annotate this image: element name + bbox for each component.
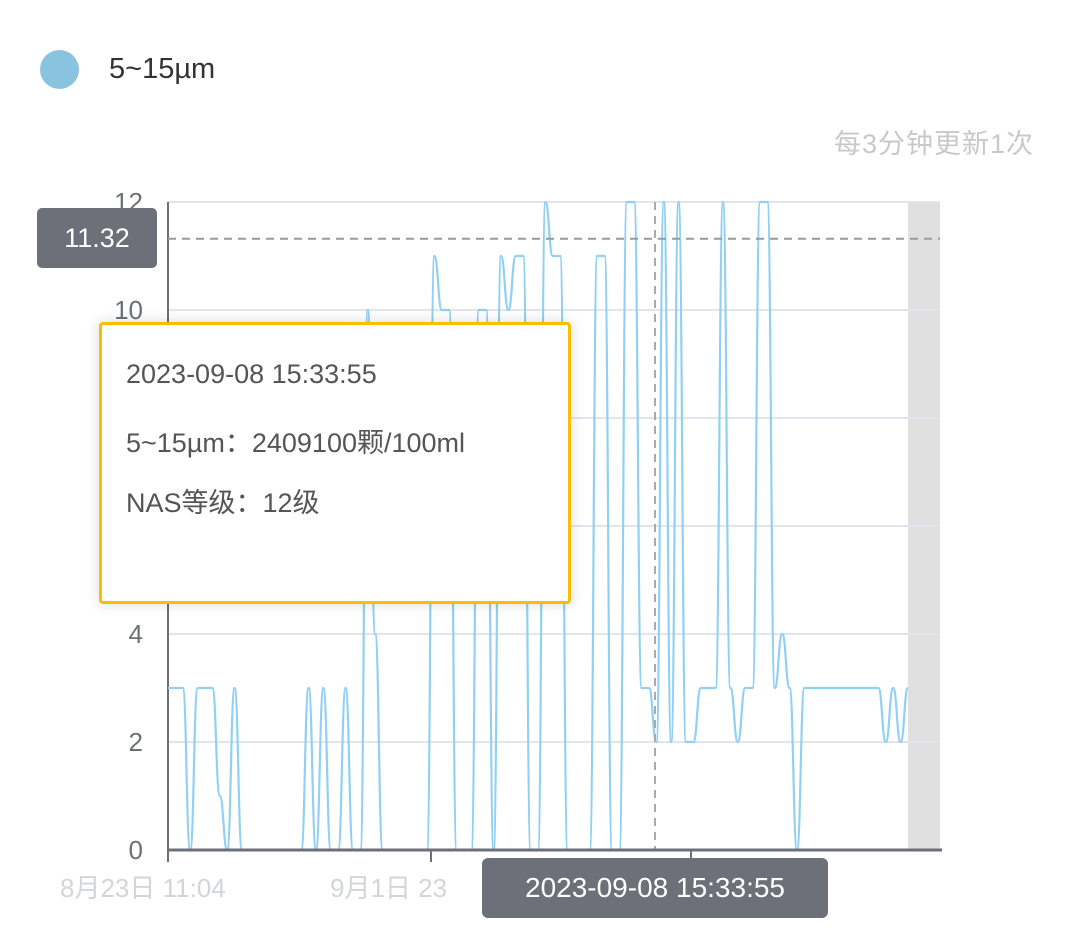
update-note: 每3分钟更新1次 [833, 129, 1034, 159]
x-tick-label: 8月23日 11:04 [60, 873, 226, 903]
y-tick-label: 10 [114, 295, 143, 325]
axis-pointer-y-label: 11.32 [37, 208, 157, 268]
x-tick-label: 9月1日 23 [330, 873, 447, 903]
chart-tooltip: 2023-09-08 15:33:55 5~15µm：2409100颗/100m… [99, 322, 571, 604]
tooltip-value: 5~15µm：2409100颗/100ml [126, 428, 466, 458]
y-tick-label: 4 [129, 619, 143, 649]
axis-pointer-x-label: 2023-09-08 15:33:55 [482, 858, 828, 918]
tooltip-level: NAS等级：12级 [126, 488, 320, 518]
tooltip-time: 2023-09-08 15:33:55 [126, 359, 377, 389]
y-tick-label: 0 [129, 835, 143, 865]
legend-label: 5~15µm [109, 53, 216, 85]
legend-item[interactable]: 5~15µm [40, 50, 215, 89]
y-tick-label: 2 [129, 727, 143, 757]
legend-dot-icon [40, 50, 79, 89]
